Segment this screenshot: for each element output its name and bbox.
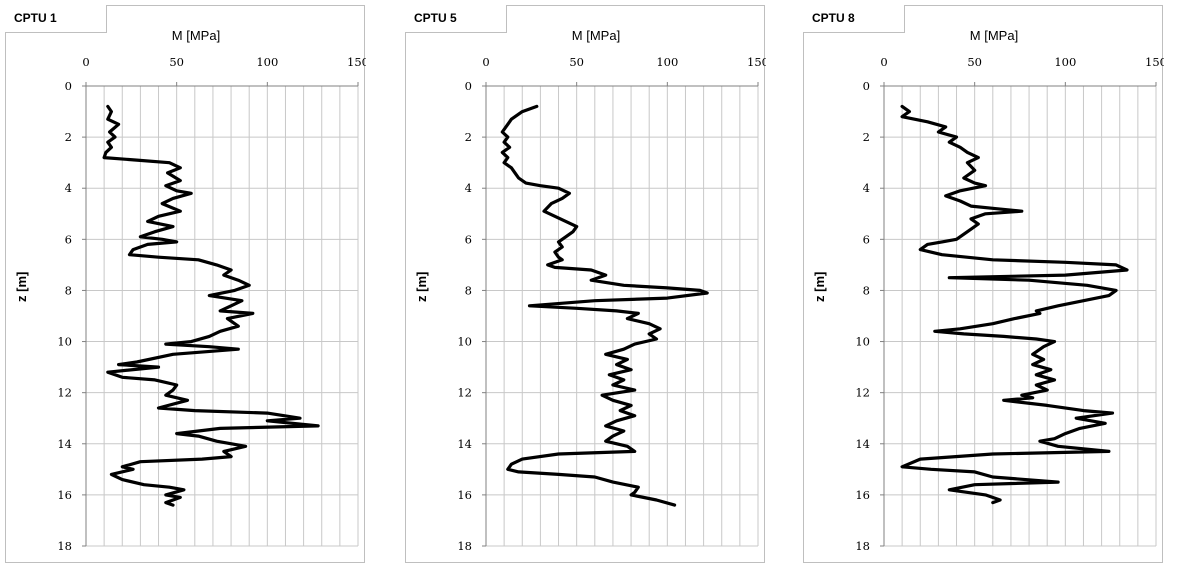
y-tick-label: 16 bbox=[855, 488, 870, 502]
chart-panel-cptu-8: 0 50 100 150 0 2 4 6 8 10 12 14 16 18 CPTU 8 M [MPa] … bbox=[803, 5, 1164, 563]
x-axis-label: M [MPa] bbox=[571, 28, 621, 43]
y-tick-label: 6 bbox=[465, 232, 472, 246]
x-tick-label: 0 bbox=[82, 55, 89, 69]
y-tick-label: 14 bbox=[457, 437, 472, 451]
x-tick-label: 50 bbox=[967, 55, 982, 69]
y-tick-label: 4 bbox=[465, 181, 472, 195]
y-tick-label: 18 bbox=[457, 539, 472, 553]
y-tick-label: 10 bbox=[855, 335, 870, 349]
y-tick-label: 10 bbox=[457, 335, 472, 349]
x-tick-label: 150 bbox=[1145, 55, 1164, 69]
grid bbox=[85, 85, 359, 547]
y-tick-label: 14 bbox=[855, 437, 870, 451]
x-tick-label: 100 bbox=[256, 55, 278, 69]
x-axis-label: M [MPa] bbox=[969, 28, 1019, 43]
y-tick-label: 18 bbox=[57, 539, 72, 553]
y-tick-label: 4 bbox=[863, 181, 870, 195]
chart-title-tab: CPTU 8 bbox=[803, 5, 905, 33]
series-line bbox=[102, 104, 320, 507]
y-tick-label: 6 bbox=[863, 232, 870, 246]
x-tick-label: 50 bbox=[169, 55, 184, 69]
x-tick-label: 0 bbox=[482, 55, 489, 69]
y-tick-label: 4 bbox=[65, 181, 72, 195]
chart-title-tab: CPTU 1 bbox=[5, 5, 107, 33]
y-tick-label: 2 bbox=[863, 130, 870, 144]
x-tick-label: 0 bbox=[880, 55, 887, 69]
y-tick-label: 18 bbox=[855, 539, 870, 553]
y-tick-label: 8 bbox=[465, 283, 472, 297]
series-line bbox=[500, 104, 709, 507]
x-tick-label: 50 bbox=[569, 55, 584, 69]
y-tick-label: 16 bbox=[57, 488, 72, 502]
y-tick-label: 14 bbox=[57, 437, 72, 451]
y-tick-label: 8 bbox=[65, 283, 72, 297]
y-tick-label: 12 bbox=[57, 386, 72, 400]
y-axis-label: z [m] bbox=[14, 271, 29, 302]
y-tick-label: 10 bbox=[57, 335, 72, 349]
y-tick-label: 0 bbox=[65, 79, 72, 93]
x-tick-label: 100 bbox=[656, 55, 678, 69]
y-tick-label: 16 bbox=[457, 488, 472, 502]
chart-plot-cptu-1: 0 50 100 150 0 2 4 6 8 10 12 14 16 18 bbox=[57, 55, 366, 553]
chart-plot-cptu-8: 0 50 100 150 0 2 4 6 8 10 12 14 16 18 bbox=[855, 55, 1164, 553]
y-tick-label: 12 bbox=[457, 386, 472, 400]
chart-panel-cptu-5: 0 50 100 150 0 2 4 6 8 10 12 14 16 18 CPTU 5 M [MPa] … bbox=[405, 5, 766, 563]
y-tick-label: 8 bbox=[863, 283, 870, 297]
y-tick-label: 6 bbox=[65, 232, 72, 246]
y-tick-label: 12 bbox=[855, 386, 870, 400]
y-tick-label: 0 bbox=[863, 79, 870, 93]
x-tick-label: 150 bbox=[347, 55, 366, 69]
chart-panel-cptu-1: 0 50 100 150 0 2 4 6 8 10 12 14 16 18 CPTU 1 M [MPa] … bbox=[5, 5, 366, 563]
y-axis-label: z [m] bbox=[812, 271, 827, 302]
x-axis-label: M [MPa] bbox=[171, 28, 221, 43]
y-tick-label: 2 bbox=[465, 130, 472, 144]
grid bbox=[485, 85, 759, 547]
chart-title-tab: CPTU 5 bbox=[405, 5, 507, 33]
y-axis-label: z [m] bbox=[414, 271, 429, 302]
y-tick-label: 0 bbox=[465, 79, 472, 93]
x-tick-label: 100 bbox=[1054, 55, 1076, 69]
x-tick-label: 150 bbox=[747, 55, 766, 69]
series-line bbox=[900, 104, 1129, 505]
chart-plot-cptu-5: 0 50 100 150 0 2 4 6 8 10 12 14 16 18 bbox=[457, 55, 766, 553]
y-tick-label: 2 bbox=[65, 130, 72, 144]
